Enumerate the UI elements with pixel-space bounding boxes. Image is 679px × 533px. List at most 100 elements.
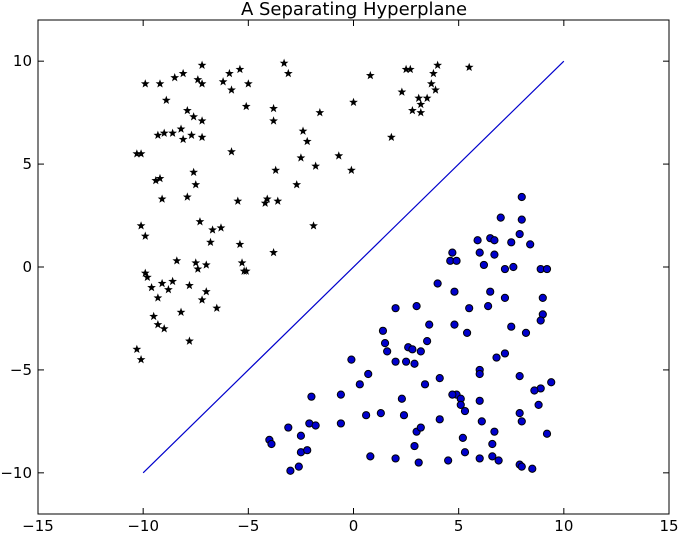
circle-point [486,287,495,296]
circle-point [311,421,320,430]
circle-point [435,415,444,424]
circle-point [547,378,556,387]
circle-point [490,427,499,436]
star-point [159,324,169,333]
star-point [136,221,146,230]
circle-point [284,423,293,432]
circle-point [410,359,419,368]
circle-point [528,464,537,473]
circle-point [397,394,406,403]
star-point [201,260,211,269]
star-point [157,194,167,203]
star-point [269,103,278,113]
star-point [195,217,205,226]
circle-point [347,355,356,364]
star-point [279,58,289,67]
circle-point [458,433,467,442]
star-point [334,151,344,160]
star-point [140,268,150,277]
circle-point [542,429,552,438]
circle-point [509,262,518,272]
star-point [185,280,194,290]
chart-title: A Separating Hyperplane [241,0,467,20]
star-point [176,307,186,316]
star-point [182,192,192,201]
star-point [315,108,325,117]
star-point [269,247,278,257]
star-point [140,231,150,240]
star-point [298,126,308,135]
star-point [225,68,234,78]
star-point [201,287,211,296]
circle-point [378,326,388,335]
circle-point [336,419,345,428]
x-tick-label: 15 [659,517,678,533]
star-point [302,136,312,146]
circle-point [286,466,295,475]
circle-point [534,400,543,410]
star-point [296,153,306,162]
axes: −15 −10 −5 0 5 10 15 −10 −5 0 5 10 [0,19,679,533]
circle-point [500,349,510,358]
star-point [197,132,207,142]
star-point [132,149,142,158]
circle-point [401,357,411,366]
star-point [237,258,247,267]
star-point [197,60,207,69]
star-point [243,79,253,88]
circle-point [362,411,371,420]
circle-point [376,409,385,418]
circle-point [507,322,516,331]
star-point [414,93,424,102]
circle-point [492,353,501,362]
star-point [191,180,201,189]
circle-point [475,248,484,257]
star-point [136,355,146,364]
star-point [283,68,293,78]
star-point [416,108,426,117]
circle-point [488,439,497,449]
circle-point [465,304,474,313]
circle-point [538,293,547,302]
circle-point [364,369,373,379]
circle-point [490,250,499,259]
star-point [464,62,474,72]
star-point [416,99,426,109]
star-point [197,79,207,88]
star-point [191,258,201,267]
circle-point [425,320,434,329]
star-point [193,264,203,273]
circle-point [542,264,552,274]
star-point [233,196,243,205]
circle-point [391,454,400,463]
star-point [206,237,215,247]
circle-point [475,396,484,405]
star-point [157,278,167,288]
star-point [227,85,236,94]
circle-point [494,456,503,465]
star-point [185,336,194,345]
star-point [164,285,173,294]
circle-point [517,462,526,471]
circle-point [399,411,409,420]
circle-point [391,357,400,366]
circle-point [380,339,390,348]
star-point [147,282,156,292]
circle-point [412,302,421,311]
star-point [426,79,436,88]
circle-point [294,462,303,471]
star-point [189,112,199,121]
circle-point [507,238,516,247]
circle-point [423,337,432,346]
star-point [262,194,272,203]
star-point [241,266,251,275]
x-tick-label: 5 [454,517,464,533]
circle-point [488,452,497,461]
y-tick-label: 0 [22,258,32,276]
star-point [309,221,318,230]
star-point [168,128,177,137]
star-point [149,311,159,321]
star-point [178,68,188,78]
circle-point [515,229,524,239]
